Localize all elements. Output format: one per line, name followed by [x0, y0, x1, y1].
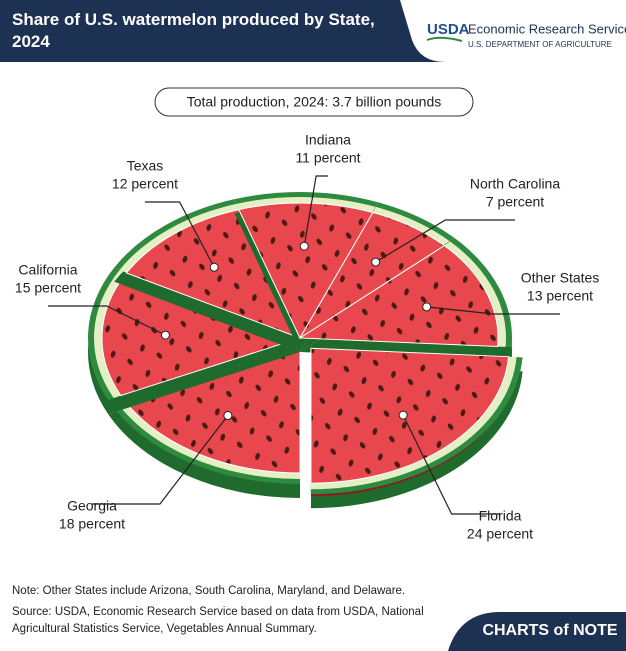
leader-line: [303, 175, 328, 247]
subtitle-box: [154, 87, 474, 117]
logo: USDA: [427, 21, 470, 38]
chart-title: Share of U.S. watermelon produced by Sta…: [12, 10, 375, 51]
leader-line: [402, 414, 500, 515]
slice: [238, 202, 374, 340]
subtitle: Total production, 2024: 3.7 billion poun…: [187, 94, 442, 110]
slice: [125, 209, 301, 339]
leader-dot: [209, 262, 219, 272]
leader-dot: [398, 410, 408, 420]
slice-value-label: 13 percent: [527, 288, 593, 304]
leader-dot: [223, 411, 233, 421]
slice-category: Florida: [479, 508, 522, 524]
footer-panel: [448, 612, 626, 651]
slice: [298, 244, 499, 347]
logo-swoosh: [426, 36, 463, 42]
leader-line: [426, 306, 560, 315]
leader-line: [48, 305, 166, 336]
leader-dot: [422, 302, 432, 312]
leader-line: [145, 201, 215, 268]
slice-value-label: 15 percent: [15, 280, 81, 296]
slice-value-label: 12 percent: [112, 176, 178, 192]
slice-category: California: [18, 262, 77, 278]
slice-category: Indiana: [305, 132, 351, 148]
leader-line: [375, 219, 515, 263]
leader-line: [92, 415, 229, 505]
series-logo: CHARTS of NOTE: [482, 622, 617, 639]
slice-category: Georgia: [67, 498, 117, 514]
slice-category: Other States: [521, 270, 600, 286]
slice-value-label: 18 percent: [59, 516, 125, 532]
source: Source: USDA, Economic Research Service …: [12, 606, 424, 635]
note: Note: Other States include Arizona, Sout…: [12, 585, 406, 597]
slice: [120, 337, 301, 474]
leader-dot: [371, 257, 381, 267]
slice-category: North Carolina: [470, 176, 560, 192]
slice-value-label: 24 percent: [467, 526, 533, 542]
leader-dot: [299, 241, 309, 251]
slice-value-label: 11 percent: [295, 150, 360, 166]
department: U.S. DEPARTMENT OF AGRICULTURE: [468, 40, 612, 49]
leader-dot: [160, 330, 170, 340]
slice-value-label: 7 percent: [486, 194, 544, 210]
slice: [310, 347, 510, 484]
agency-name: Economic Research Service: [468, 21, 626, 36]
slice-category: Texas: [127, 158, 164, 174]
logo-panel: [400, 0, 626, 62]
